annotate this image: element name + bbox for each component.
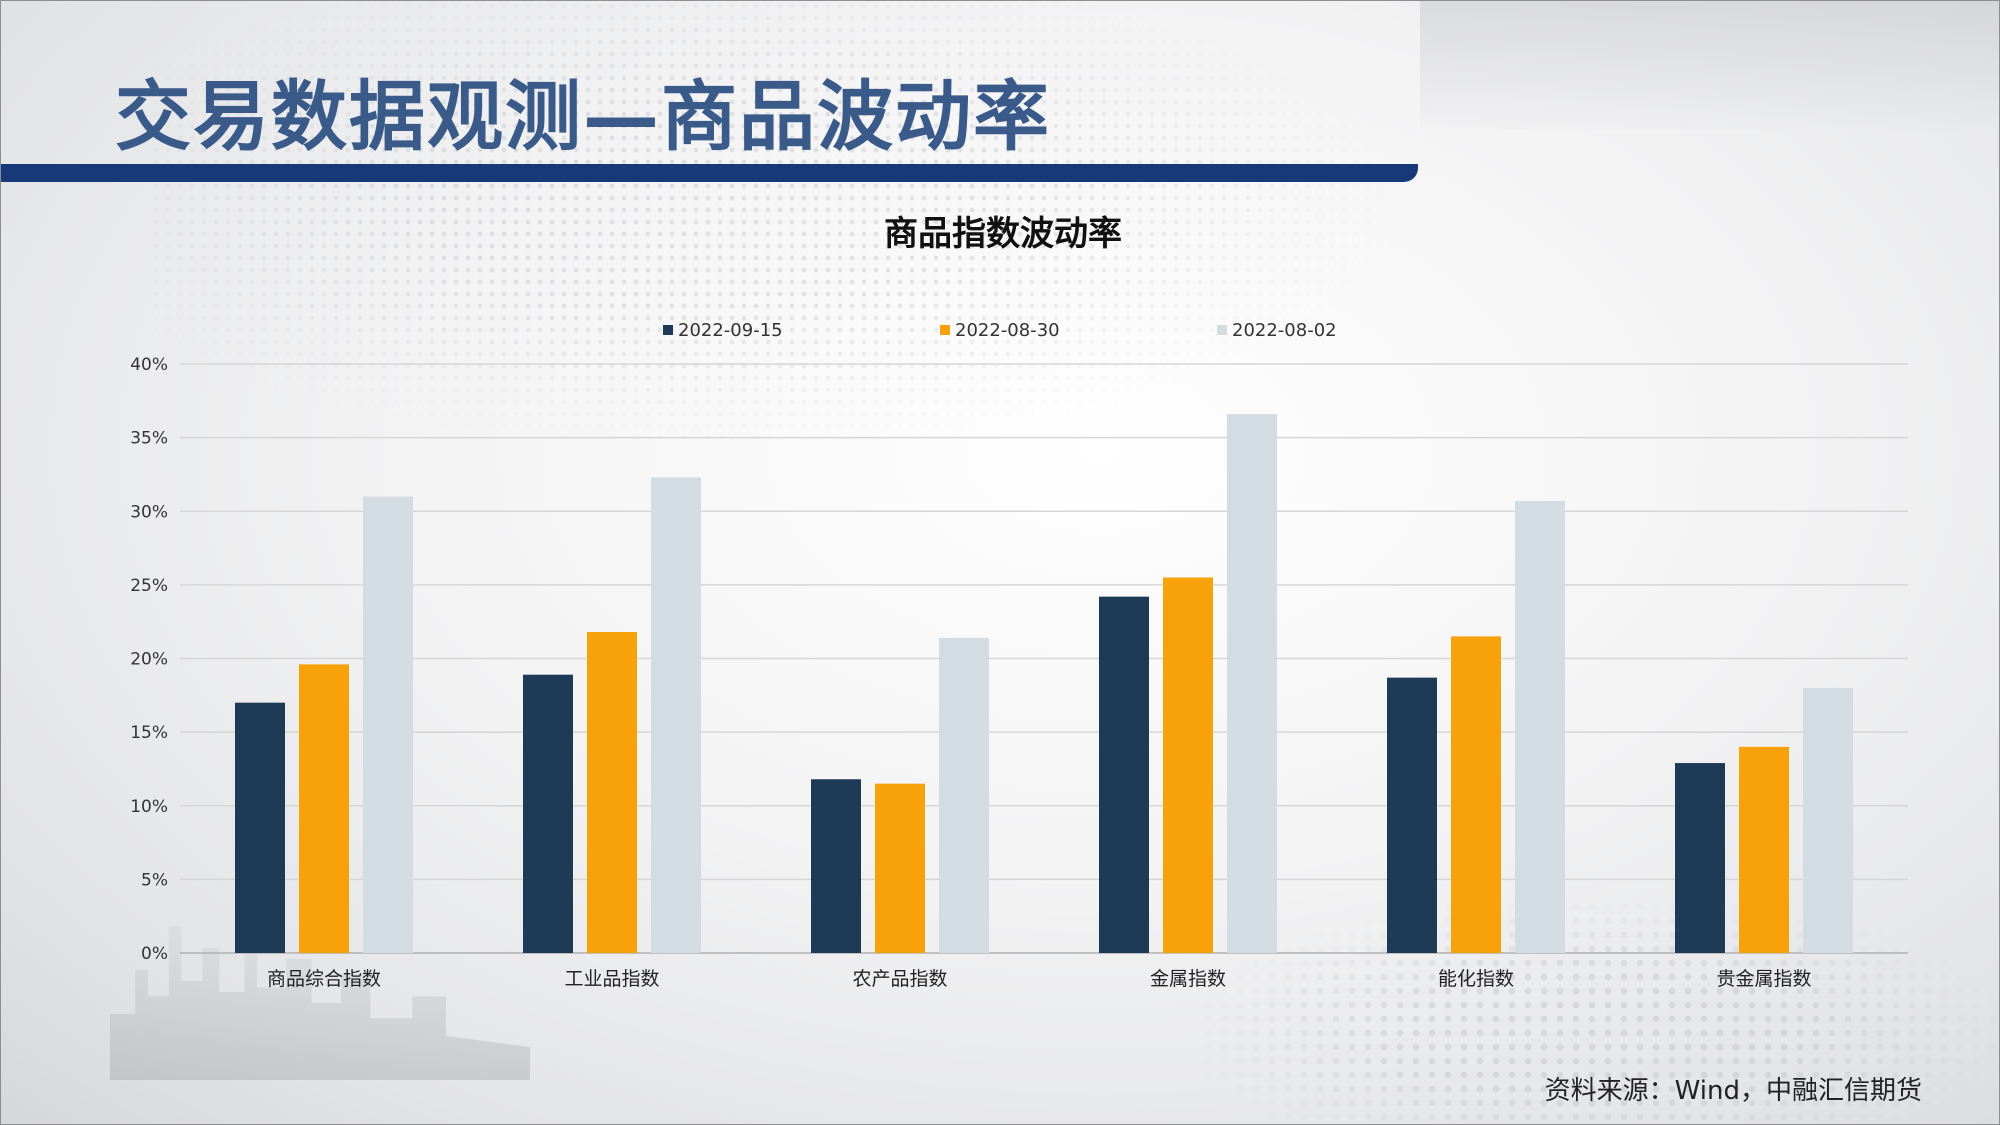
y-tick-label: 20%	[130, 650, 168, 670]
x-tick-label: 商品综合指数	[267, 968, 381, 990]
bar	[523, 674, 573, 953]
page-title: 交易数据观测—商品波动率	[115, 72, 1051, 161]
y-tick-label: 0%	[141, 944, 168, 964]
y-tick-label: 25%	[130, 576, 168, 596]
legend-label: 2022-08-02	[1232, 320, 1337, 341]
bar	[587, 631, 637, 953]
bar	[1675, 763, 1725, 953]
bar	[1515, 500, 1565, 953]
legend-swatch	[663, 325, 673, 335]
x-tick-label: 能化指数	[1438, 968, 1514, 990]
bar	[1739, 746, 1789, 953]
legend-label: 2022-08-30	[955, 320, 1060, 341]
x-tick-label: 金属指数	[1150, 968, 1226, 990]
data-source-note: 资料来源：Wind，中融汇信期货	[1544, 1076, 1922, 1106]
y-tick-label: 15%	[130, 723, 168, 743]
y-axis-ticks: 0% 5% 10% 15% 20% 25% 30% 35% 40%	[130, 355, 168, 964]
y-tick-label: 30%	[130, 502, 168, 522]
y-tick-label: 5%	[141, 870, 168, 890]
chart-legend: 2022-09-15 2022-08-30 2022-08-02	[663, 320, 1337, 341]
chart-title: 商品指数波动率	[884, 214, 1122, 254]
chart-bars	[235, 414, 1853, 953]
bar	[235, 702, 285, 953]
bar	[363, 496, 413, 953]
bar	[1451, 636, 1501, 953]
bar	[1227, 414, 1277, 953]
bar	[1099, 596, 1149, 953]
x-axis-labels: 商品综合指数 工业品指数 农产品指数 金属指数 能化指数 贵金属指数	[267, 968, 1812, 990]
bar	[1387, 677, 1437, 953]
world-map-dot-pattern	[150, 0, 1400, 450]
x-tick-label: 工业品指数	[564, 968, 659, 990]
bar	[1803, 687, 1853, 953]
bar	[811, 779, 861, 953]
legend-swatch	[1217, 325, 1227, 335]
header-shade	[1420, 0, 2000, 130]
legend-swatch	[940, 325, 950, 335]
x-tick-label: 农产品指数	[852, 968, 947, 990]
chart-gridlines	[180, 363, 1908, 954]
y-tick-label: 35%	[130, 429, 168, 449]
x-tick-label: 贵金属指数	[1716, 968, 1811, 990]
bar	[299, 664, 349, 953]
y-tick-label: 40%	[130, 355, 168, 375]
y-tick-label: 10%	[130, 797, 168, 817]
title-underline-bar	[0, 164, 1418, 182]
bar	[1163, 577, 1213, 953]
legend-label: 2022-09-15	[678, 320, 783, 341]
bar	[939, 637, 989, 953]
bar	[651, 477, 701, 953]
dot-pattern-bottom	[1200, 900, 2000, 1125]
bar	[875, 783, 925, 953]
